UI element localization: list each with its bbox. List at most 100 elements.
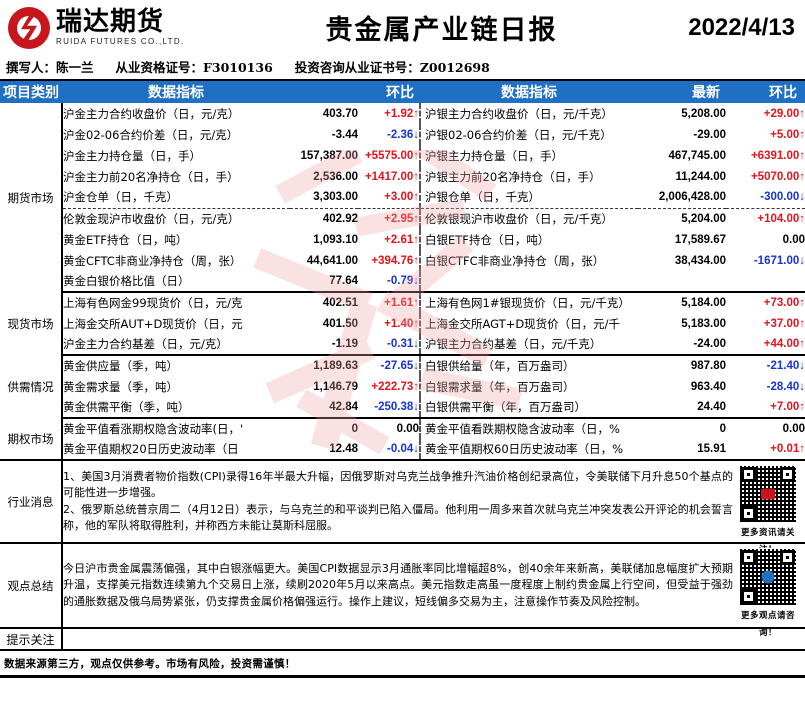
indicator-name-right: 白银供给量（年，百万盎司） [419, 355, 638, 376]
indicator-value-right: 963.40 [690, 380, 726, 393]
indicator-value-right: 987.80 [690, 360, 726, 372]
indicator-name-right: 沪银主力合约基差（日，元/千克） [419, 334, 638, 356]
page-title: 贵金属产业链日报 [325, 15, 558, 46]
indicator-name-left: 黄金供需平衡（季，吨） [62, 397, 290, 419]
indicator-value-right: 5,208.00 [681, 107, 726, 120]
indicator-name-right: 上海有色网1#银现货价（日，元/千克） [419, 292, 638, 313]
indicator-value-right: 24.40 [638, 397, 726, 419]
indicator-name-left: 黄金需求量（季，吨） [63, 379, 178, 394]
indicator-value-left: -1.19 [290, 334, 358, 356]
table-row: 沪金02-06合约价差（日，元/克） -3.44 -2.36↓ 沪银02-06合约价差… [0, 124, 805, 145]
byline-consulting: 投资咨询从业证书号：Z0012698 [294, 60, 490, 75]
company-logo: 瑞达期货 RUIDA FUTURES CO.,LTD. [8, 6, 228, 49]
col-header-category: 项目类别 [0, 81, 62, 103]
indicator-value-left: 402.51 [322, 297, 358, 309]
wechat-qr-code-icon[interactable] [739, 465, 797, 523]
indicator-name-right: 上海金交所AGT+D现货价（日，元/千 [419, 313, 638, 334]
indicator-value-right: 5,183.00 [681, 317, 726, 330]
indicator-name-right: 白银CTFC非商业净持仓（周，张） [419, 250, 638, 271]
news-qr-block: 更多资讯请关注！ [737, 465, 799, 558]
indicator-value-right: 0 [719, 423, 726, 435]
indicator-value-left: 403.70 [322, 107, 358, 120]
indicator-change-left: -0.04↓ [358, 439, 420, 461]
indicator-change-right: -1671.00↓ [753, 254, 805, 267]
indicator-name-left: 沪金02-06合约价差（日，元/克） [63, 127, 239, 142]
indicator-name-right: 沪银主力前20名净持仓（日，手） [419, 166, 638, 187]
indicator-change-right: +104.00↑ [757, 212, 805, 225]
indicator-change-right: +5070.00↑ [750, 170, 805, 183]
indicator-name-right: 白银需求量（年，百万盎司） [419, 376, 638, 397]
indicator-value-right: 11,244.00 [675, 170, 726, 183]
indicator-name-left: 黄金CFTC非商业净持仓（周，张） [63, 253, 242, 268]
table-header-row: 项目类别 数据指标 环比 数据指标 最新 环比 [0, 81, 805, 103]
indicator-name-right: 白银ETF持仓（日，吨） [419, 229, 638, 250]
indicator-name-left: 黄金平值看涨期权隐含波动率(日，' [63, 422, 244, 436]
table-notes-body: 行业消息 1、美国3月消费者物价指数(CPI)录得16年半最大升幅，因俄罗斯对乌… [0, 460, 805, 651]
table-row: 黄金白银价格比值（日） 77.64 -0.79↓ [0, 271, 805, 293]
indicator-change-left: +5575.00↑ [364, 149, 419, 162]
indicator-name-right: 沪银02-06合约价差（日，元/千克） [419, 124, 638, 145]
news-item: 1、美国3月消费者物价指数(CPI)录得16年半最大升幅，因俄罗斯对乌克兰战争推… [63, 469, 733, 500]
indicator-value-left: 2,536.00 [313, 170, 358, 183]
consult-qr-code-icon[interactable] [739, 548, 797, 606]
indicator-name-left: 伦敦金现沪市收盘价（日，元/克） [63, 211, 240, 226]
indicator-change-left: -27.65↓ [380, 360, 419, 372]
indicator-change-left: +394.76↑ [371, 254, 419, 267]
category-cell: 期货市场 [0, 103, 63, 292]
category-cell: 供需情况 [0, 355, 63, 418]
indicator-value-right [638, 271, 726, 293]
indicator-name-left: 沪金仓单（日，千克） [62, 187, 290, 209]
indicator-change-right: 0.00 [782, 423, 805, 435]
indicator-name-left: 沪金主力合约收盘价（日，元/克） [63, 106, 240, 121]
indicator-value-right: 17,589.67 [674, 233, 726, 246]
indicator-change-left: +1.92↑ [384, 107, 419, 120]
table-row: 黄金需求量（季，吨） 1,146.79 +222.73↑ 白银需求量（年，百万盎司） 9… [0, 376, 805, 397]
indicator-name-right: 黄金平值期权60日历史波动率（日，% [419, 439, 638, 461]
indicator-value-left: 157,387.00 [300, 149, 358, 162]
indicator-value-left: 3,303.00 [290, 187, 358, 209]
table-row: 上海金交所AUT+D现货价（日，元 401.50 +1.40↑ 上海金交所AGT+D现… [0, 313, 805, 334]
tips-category-label: 提示关注 [0, 628, 63, 651]
summary-row: 观点总结 今日沪市贵金属震荡偏强，其中白银涨幅更大。美国CPI数据显示3月通胀率… [0, 543, 805, 638]
indicator-change-left: -2.36↓ [387, 128, 419, 141]
indicator-name-left: 沪金主力合约基差（日，元/克） [62, 334, 290, 356]
indicator-change-left: -250.38↓ [358, 397, 420, 419]
indicator-value-left: 401.50 [322, 317, 358, 330]
indicator-change-right: +44.00↑ [726, 334, 805, 356]
byline: 撰写人：陈一兰 从业资格证号：F3010136 投资咨询从业证书号：Z00126… [0, 55, 805, 81]
summary-qr-block: 更多观点请咨询！ [737, 548, 799, 641]
table-row: 沪金主力合约基差（日，元/克） -1.19 -0.31↓ 沪银主力合约基差（日，元/千… [0, 334, 805, 356]
indicator-value-right: 5,184.00 [681, 297, 726, 309]
report-date: 2022/4/13 [688, 13, 795, 41]
indicator-value-left: 12.48 [290, 439, 358, 461]
indicator-name-left: 黄金平值期权20日历史波动率（日 [62, 439, 290, 461]
indicator-change-left: -0.79↓ [358, 271, 420, 293]
indicator-value-left: 44,641.00 [306, 254, 358, 267]
logo-name-en: RUIDA FUTURES CO.,LTD. [56, 37, 185, 46]
indicator-change-right: +6391.00↑ [750, 149, 805, 162]
indicator-change-left: +1417.00↑ [364, 170, 419, 183]
indicator-name-right: 沪银主力持仓量（日，手） [419, 145, 638, 166]
indicator-value-left: 42.84 [290, 397, 358, 419]
indicator-name-right: 黄金平值看跌期权隐含波动率（日，% [419, 418, 638, 439]
indicator-value-left: 1,093.10 [313, 233, 358, 246]
news-row: 行业消息 1、美国3月消费者物价指数(CPI)录得16年半最大升幅，因俄罗斯对乌… [0, 460, 805, 555]
table-row: 黄金平值期权20日历史波动率（日 12.48 -0.04↓ 黄金平值期权60日历史波动… [0, 439, 805, 461]
table-row: 黄金CFTC非商业净持仓（周，张） 44,641.00 +394.76↑ 白银CTFC… [0, 250, 805, 271]
summary-content: 今日沪市贵金属震荡偏强，其中白银涨幅更大。美国CPI数据显示3月通胀率同比增幅超… [62, 543, 805, 638]
ruida-logo-icon [8, 6, 50, 49]
indicator-change-right [726, 271, 805, 293]
byline-author: 撰写人：陈一兰 [6, 60, 94, 75]
indicator-change-right: -21.40↓ [766, 360, 805, 372]
indicator-change-right: -300.00↓ [726, 187, 805, 209]
col-header-change-left: 环比 [358, 81, 420, 103]
indicator-value-right: 467,745.00 [668, 149, 726, 162]
indicator-name-right: 沪银仓单（日，千克） [419, 187, 638, 209]
col-header-indicator-left: 数据指标 [62, 81, 290, 103]
table-row: 伦敦金现沪市收盘价（日，元/克） 402.92 +2.95↑ 伦敦银现沪市收盘价（日，… [0, 208, 805, 229]
indicator-value-left: 0 [351, 423, 358, 435]
indicator-value-right: 2,006,428.00 [638, 187, 726, 209]
indicator-name-right [419, 271, 638, 293]
table-row: 沪金仓单（日，千克） 3,303.00 +3.00↑ 沪银仓单（日，千克） 2,006,… [0, 187, 805, 209]
